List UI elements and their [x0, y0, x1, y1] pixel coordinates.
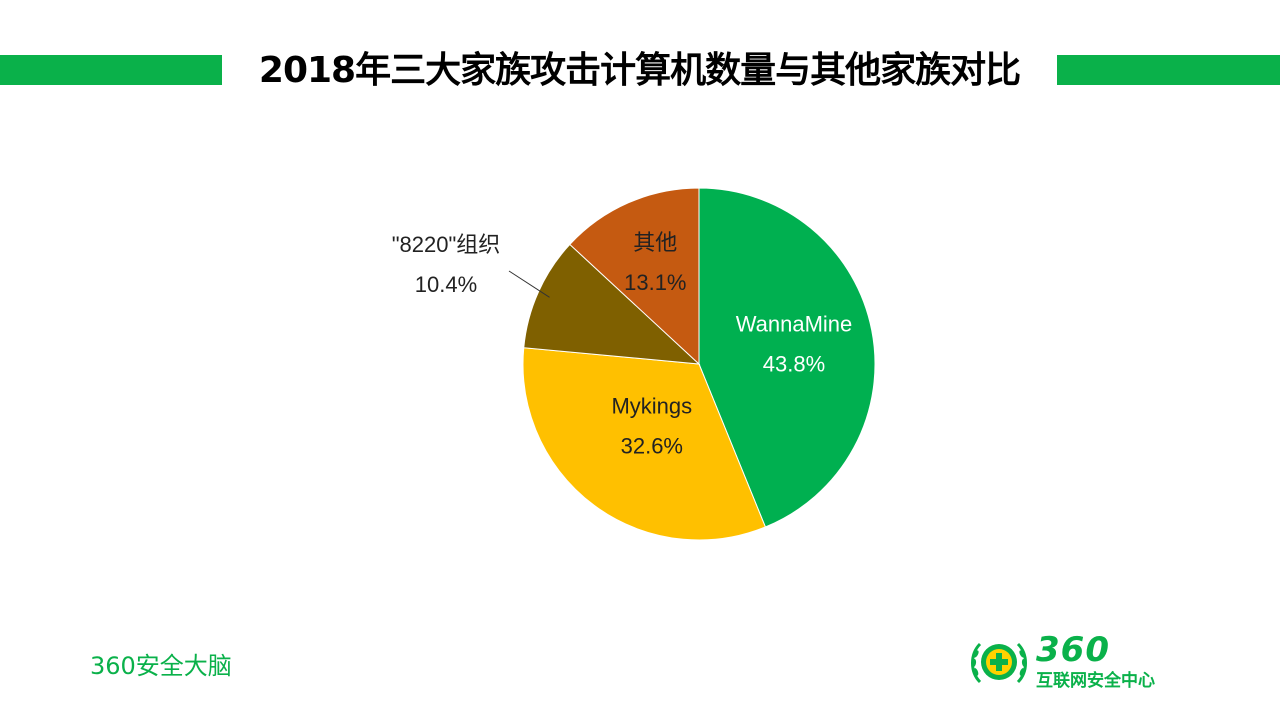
pie-slice: [698, 187, 876, 528]
leader-line: [508, 270, 550, 298]
slice-label: WannaMine: [736, 311, 853, 336]
company-logo: 360 互联网安全中心: [968, 630, 1198, 692]
logo-text: 互联网安全中心: [1036, 671, 1155, 691]
slice-label: 其他: [633, 230, 677, 255]
title-bar-right: [1057, 55, 1280, 85]
pie-slice: [522, 347, 767, 541]
pie-slice: [523, 243, 701, 365]
slice-value-label: 13.1%: [624, 270, 686, 295]
slice-label: Mykings: [611, 394, 692, 419]
footer-brand: 360安全大脑: [90, 652, 232, 680]
slice-value-label: 32.6%: [621, 434, 683, 459]
360-plus-laurel-icon: [971, 642, 1027, 684]
title-bar-left: [0, 55, 222, 85]
logo-number: 360: [1036, 630, 1110, 670]
pie-slice: [569, 187, 700, 366]
slice-value-label: 43.8%: [763, 351, 825, 376]
page-title: 2018年三大家族攻击计算机数量与其他家族对比: [258, 50, 1021, 91]
slice-value-label: 10.4%: [415, 272, 477, 297]
slice-label: "8220"组织: [392, 232, 501, 257]
